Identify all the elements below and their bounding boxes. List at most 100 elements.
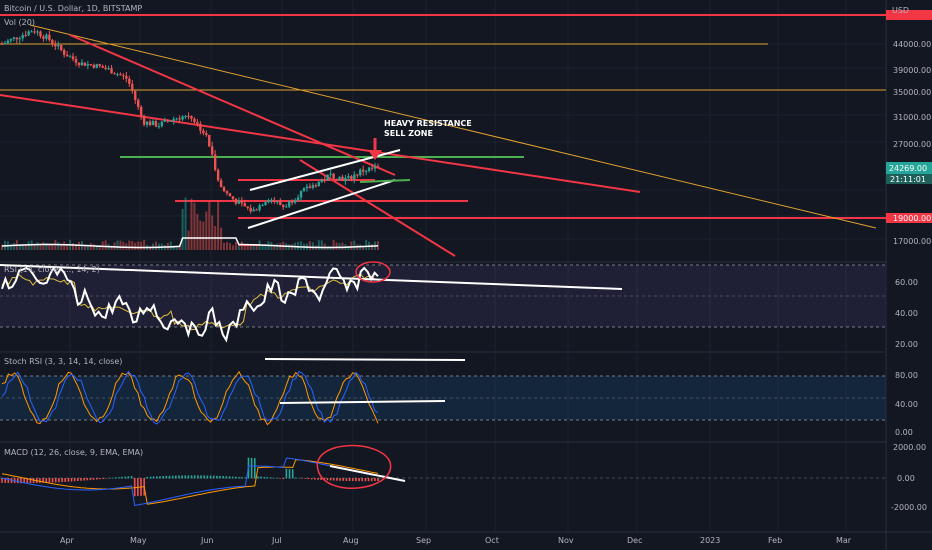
macd-bar (206, 475, 209, 479)
volume-bar (226, 242, 229, 250)
candle-body (113, 73, 116, 75)
candle-body (139, 106, 143, 117)
rsi-circle (355, 261, 391, 283)
candle-body (172, 118, 175, 121)
candle-body (60, 45, 63, 51)
volume-bar (92, 244, 95, 250)
rsi-trendline (0, 264, 623, 290)
candle-body (308, 186, 312, 188)
time-tick: Jul (272, 536, 282, 545)
macd-bar (358, 478, 360, 482)
candle-body (305, 186, 309, 189)
candle-body (30, 31, 33, 33)
volume-bar (57, 242, 60, 250)
candle-body (199, 123, 202, 131)
macd-bar (269, 477, 272, 479)
macd-bar (99, 478, 101, 480)
candle-body (77, 62, 81, 66)
candle-body (335, 178, 338, 180)
macd-tick: -2000.00 (891, 503, 927, 512)
time-tick: May (130, 536, 147, 545)
candle-body (48, 34, 51, 40)
candle-body (367, 167, 371, 172)
macd-trendline (329, 465, 406, 482)
candle-body (15, 37, 19, 40)
macd-bar (102, 478, 104, 479)
trend-red-drop (299, 159, 456, 257)
candle-body (122, 75, 125, 77)
macd-bar (374, 478, 376, 482)
volume-bar (308, 241, 311, 250)
volume-bar (317, 240, 320, 250)
candle-body (356, 174, 359, 176)
volume-bar (220, 227, 223, 250)
volume-bar (276, 243, 279, 250)
macd-bar (304, 478, 307, 479)
macd-bar (332, 478, 335, 481)
macd-bar (276, 477, 278, 479)
macd-bar (228, 476, 231, 479)
macd-bar (200, 475, 202, 479)
rsi-line (1, 265, 379, 343)
price-tick: 39000.00 (893, 66, 932, 75)
candle-body (36, 31, 39, 33)
volume-bar (193, 202, 196, 250)
macd-bar (193, 475, 196, 479)
time-tick: Mar (836, 536, 852, 545)
candle-body (163, 120, 167, 122)
candle-body (347, 176, 350, 178)
volume-label: Vol (20) (4, 18, 35, 27)
macd-bar (310, 478, 313, 480)
time-tick: Nov (558, 536, 574, 545)
candle-body (302, 188, 306, 191)
candle-body (92, 64, 95, 68)
macd-bar (39, 478, 41, 483)
trend-red-steep (69, 34, 396, 176)
candle-body (83, 62, 87, 66)
volume-bar (199, 220, 202, 250)
volume-bar (350, 241, 353, 250)
macd-tick: 0.00 (897, 474, 915, 483)
candle-body (344, 177, 347, 181)
macd-bar (149, 476, 152, 479)
candle-body (273, 199, 276, 203)
macd-bar (83, 478, 85, 481)
macd-bar (307, 478, 310, 480)
annotation-line-2: SELL ZONE (384, 129, 433, 138)
macd-bar (67, 478, 70, 482)
sell-arrow-head (368, 150, 382, 160)
candle-body (104, 67, 107, 69)
volume-bar (231, 245, 234, 250)
price-tick: 35000.00 (893, 88, 932, 97)
volume-bar (45, 243, 48, 250)
candle-body (27, 31, 30, 36)
candle-body (181, 116, 184, 120)
volume-bar (338, 243, 341, 250)
candle-body (364, 171, 368, 173)
macd-bar (168, 475, 171, 479)
macd-bar (235, 476, 237, 479)
macd-bar (216, 475, 218, 479)
candle-body (33, 31, 36, 33)
candle-body (299, 190, 303, 198)
macd-bar (257, 476, 259, 479)
candle-body (57, 45, 60, 47)
candle-body (175, 118, 178, 120)
macd-bar (301, 478, 303, 479)
volume-bar (1, 244, 3, 250)
volume-bar (169, 241, 172, 250)
macd-bar (238, 476, 240, 479)
time-tick: Apr (60, 536, 74, 545)
macd-bar (48, 478, 51, 483)
volume-bar (196, 213, 199, 250)
candle-body (101, 66, 104, 68)
volume-bar (208, 201, 211, 250)
candle-body (6, 40, 10, 44)
macd-bar (29, 478, 32, 484)
volume-bar (27, 241, 30, 250)
macd-bar (77, 478, 79, 482)
macd-circle (316, 444, 392, 490)
candle-body (68, 56, 72, 58)
volume-ma (1, 237, 379, 249)
